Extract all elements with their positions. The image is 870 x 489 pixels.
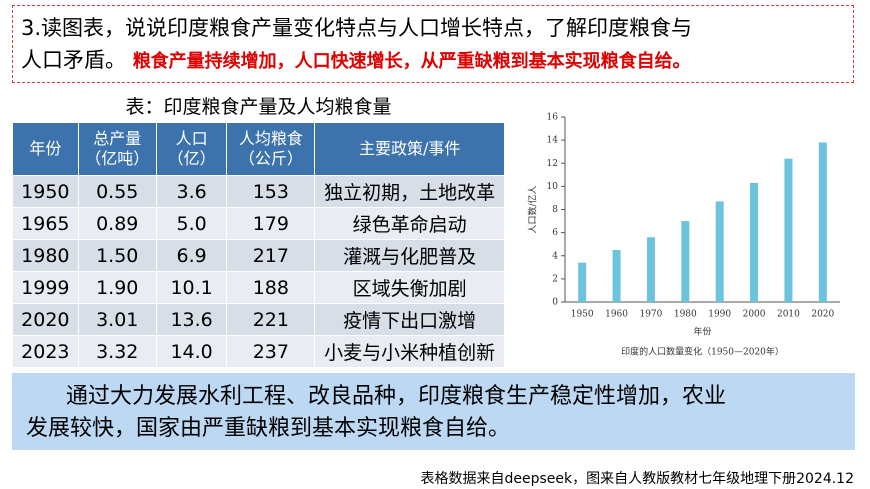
table-row: 1950 0.55 3.6 153 独立初期，土地改革 (12, 175, 505, 208)
answer-text: 粮食产量持续增加，人口快速增长，从严重缺粮到基本实现粮食自给。 (132, 51, 691, 72)
table-cell: 灌溉与化肥普及 (314, 239, 505, 272)
header-cell: 人口 （亿） (155, 122, 228, 176)
header-text: 人均粮食 (238, 129, 303, 148)
summary-line: 发展较快，国家由严重缺粮到基本实现粮食自给。 (26, 416, 511, 441)
table-cell: 14.0 (155, 335, 228, 368)
y-tick-label: 2 (552, 274, 558, 284)
table-cell: 1980 (12, 239, 79, 272)
x-tick-label: 1950 (571, 310, 594, 320)
table-title: 表：印度粮食产量及人均粮食量 (12, 92, 505, 122)
y-tick-label: 10 (547, 182, 559, 192)
y-tick-label: 14 (547, 136, 559, 146)
chart-caption: 印度的人口数量变化（1950—2020年） (621, 346, 784, 358)
x-tick-label: 1990 (708, 310, 731, 320)
x-tick-label: 2010 (777, 310, 800, 320)
table-cell: 153 (226, 175, 316, 208)
bar (750, 182, 759, 302)
bar (784, 158, 793, 302)
table-cell: 3.01 (77, 303, 157, 336)
table-cell: 3.32 (77, 335, 157, 368)
bar (646, 237, 655, 302)
x-tick-label: 1980 (674, 310, 697, 320)
bar (818, 142, 827, 302)
y-tick-label: 0 (552, 298, 558, 308)
y-tick-label: 4 (552, 251, 558, 261)
table-cell: 13.6 (155, 303, 228, 336)
x-tick-label: 2020 (811, 310, 834, 320)
table-cell: 221 (226, 303, 316, 336)
table-body: 1950 0.55 3.6 153 独立初期，土地改革 1965 0.89 5.0 179 绿色革… (12, 175, 505, 368)
table-cell: 2023 (12, 335, 79, 368)
y-tick-label: 8 (552, 205, 558, 215)
header-row: 年份 总产量 （亿吨） 人口 （亿） 人均粮食 （公斤） 主要政策/事件 (12, 122, 505, 176)
bar (578, 262, 587, 302)
header-cell: 总产量 （亿吨） (77, 122, 157, 176)
table-row: 2023 3.32 14.0 237 小麦与小米种植创新 (12, 335, 505, 368)
header-text: 人口 (175, 129, 208, 148)
table-cell: 1999 (12, 271, 79, 304)
table-cell: 1965 (12, 207, 79, 240)
header-text: 总产量 (93, 129, 142, 148)
table-cell: 6.9 (155, 239, 228, 272)
bar (681, 221, 690, 302)
table-row: 1999 1.90 10.1 188 区域失衡加剧 (12, 271, 505, 304)
y-axis-label: 人口数/亿人 (527, 185, 539, 233)
header-cell: 年份 (12, 122, 79, 176)
header-text: 主要政策/事件 (358, 139, 461, 158)
bar (612, 249, 621, 302)
table-cell: 237 (226, 335, 316, 368)
table-cell: 10.1 (155, 271, 228, 304)
header-cell: 主要政策/事件 (314, 122, 505, 176)
header-text: 年份 (29, 139, 62, 158)
table-cell: 217 (226, 239, 316, 272)
table-cell: 5.0 (155, 207, 228, 240)
bar (715, 201, 724, 302)
table-cell: 独立初期，土地改革 (314, 175, 505, 208)
summary-line: 通过大力发展水利工程、改良品种，印度粮食生产稳定性增加，农业 (66, 384, 727, 409)
x-tick-label: 1960 (605, 310, 628, 320)
table-cell: 区域失衡加剧 (314, 271, 505, 304)
data-table: 表：印度粮食产量及人均粮食量 年份 总产量 （亿吨） 人口 （亿） 人均粮食 （公斤） 主要政… (12, 92, 505, 368)
table-cell: 小麦与小米种植创新 (314, 335, 505, 368)
y-tick-label: 12 (547, 159, 558, 169)
table-cell: 1.50 (77, 239, 157, 272)
x-axis-label: 年份 (693, 326, 711, 338)
question-box: 3.读图表，说说印度粮食产量变化特点与人口增长特点，了解印度粮食与 人口矛盾。 … (12, 5, 854, 83)
x-tick-label: 2000 (743, 310, 766, 320)
x-tick-label: 1970 (639, 310, 662, 320)
table-cell: 0.55 (77, 175, 157, 208)
source-note: 表格数据来自deepseek，图来自人教版教材七年级地理下册2024.12 (420, 471, 854, 487)
summary-box: 通过大力发展水利工程、改良品种，印度粮食生产稳定性增加，农业 发展较快，国家由严… (12, 373, 855, 450)
table-cell: 疫情下出口激增 (314, 303, 505, 336)
table-row: 1980 1.50 6.9 217 灌溉与化肥普及 (12, 239, 505, 272)
table-cell: 1950 (12, 175, 79, 208)
table-cell: 179 (226, 207, 316, 240)
table-cell: 1.90 (77, 271, 157, 304)
table-cell: 绿色革命启动 (314, 207, 505, 240)
table-row: 1965 0.89 5.0 179 绿色革命启动 (12, 207, 505, 240)
y-tick-label: 16 (547, 113, 559, 123)
header-text: （亿） (167, 149, 216, 168)
table-cell: 3.6 (155, 175, 228, 208)
table-cell: 188 (226, 271, 316, 304)
table-cell: 0.89 (77, 207, 157, 240)
header-cell: 人均粮食 （公斤） (226, 122, 316, 176)
question-text: 人口矛盾。 (21, 48, 126, 72)
table-cell: 2020 (12, 303, 79, 336)
chart: 0 2 4 6 8 10 12 14 16 1950 1960 1970 1980 1990 2000 201… (515, 95, 855, 365)
question-line: 3.读图表，说说印度粮食产量变化特点与人口增长特点，了解印度粮食与 (21, 16, 693, 40)
table-row: 2020 3.01 13.6 221 疫情下出口激增 (12, 303, 505, 336)
header-text: （亿吨） (85, 149, 150, 168)
question-line: 人口矛盾。 粮食产量持续增加，人口快速增长，从严重缺粮到基本实现粮食自给。 (21, 44, 845, 78)
y-tick-label: 6 (552, 228, 558, 238)
header-text: （公斤） (238, 149, 303, 168)
